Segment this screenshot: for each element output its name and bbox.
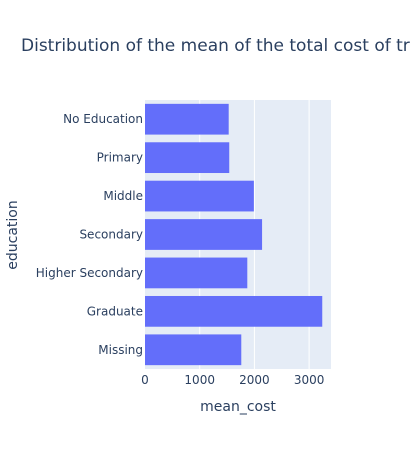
bar-secondary[interactable] — [145, 219, 263, 250]
x-tick-label: 3000 — [294, 373, 325, 387]
bar-missing[interactable] — [145, 334, 242, 366]
x-tick-label: 1000 — [184, 373, 215, 387]
y-tick-labels: No Education Primary Middle Secondary Higher… — [36, 112, 143, 357]
y-tick-label: Secondary — [79, 228, 143, 242]
bars — [145, 103, 323, 366]
x-tick-label: 0 — [141, 373, 149, 387]
y-tick-label: No Education — [63, 112, 143, 126]
bar-no-education[interactable] — [145, 103, 229, 135]
y-tick-label: Missing — [98, 343, 143, 357]
x-tick-labels: 0 1000 2000 3000 — [141, 373, 324, 387]
bar-primary[interactable] — [145, 142, 230, 174]
y-tick-label: Graduate — [87, 304, 143, 318]
x-axis-title: mean_cost — [200, 399, 276, 415]
x-tick-label: 2000 — [239, 373, 270, 387]
chart-title: Distribution of the mean of the total co… — [21, 36, 410, 56]
y-tick-label: Middle — [103, 189, 143, 203]
y-tick-label: Higher Secondary — [36, 266, 143, 280]
y-axis-title: education — [5, 200, 21, 269]
bar-middle[interactable] — [145, 180, 254, 212]
bar-graduate[interactable] — [145, 295, 323, 327]
y-tick-label: Primary — [97, 151, 143, 165]
bar-higher-secondary[interactable] — [145, 257, 248, 289]
